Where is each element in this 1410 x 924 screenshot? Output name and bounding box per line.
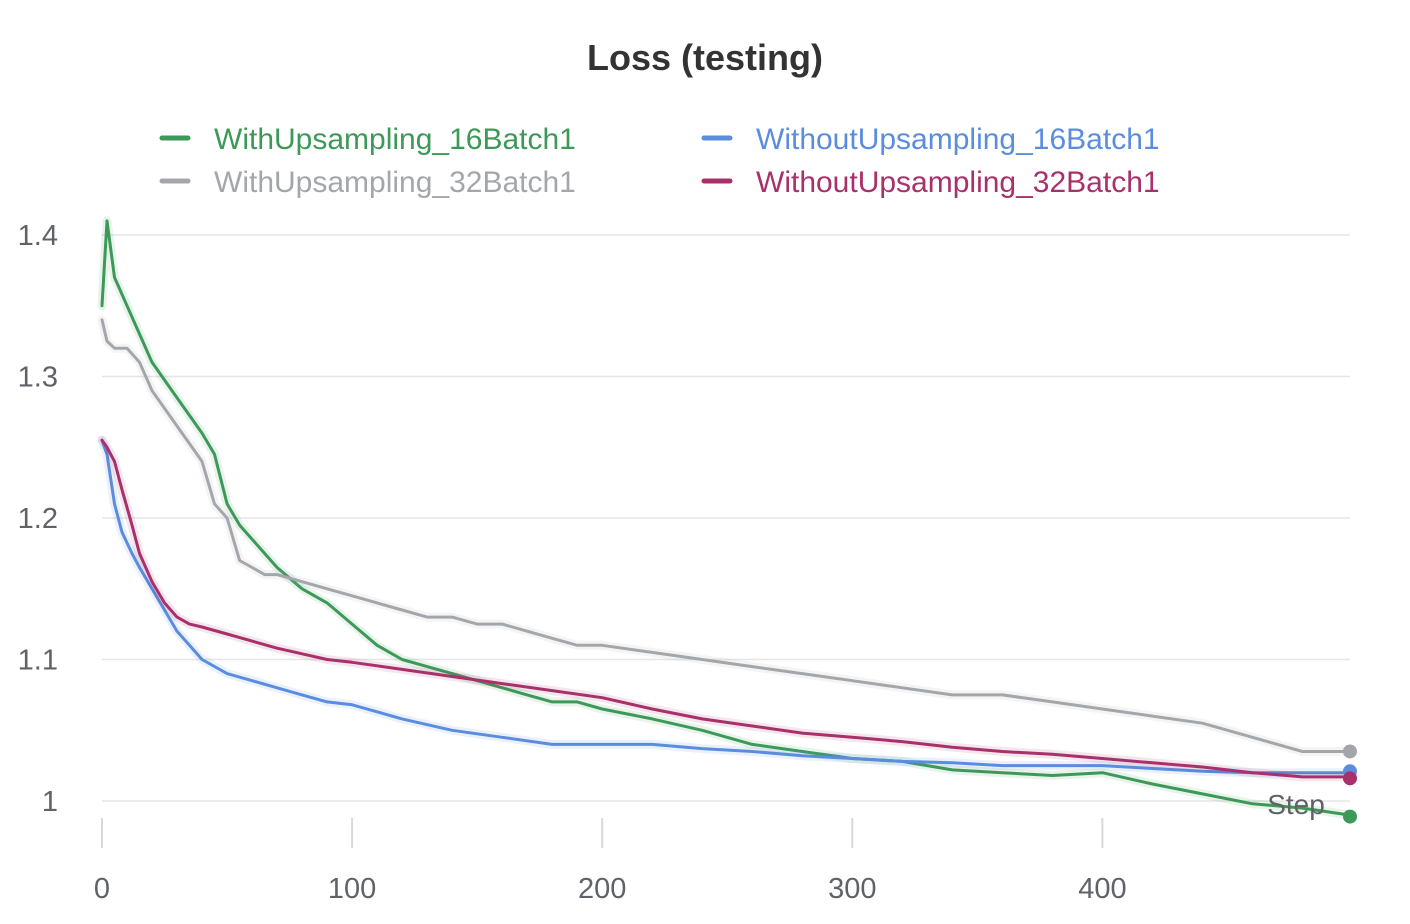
end-markers <box>1343 744 1357 824</box>
series-line-withupsampling-32batch1[interactable] <box>100 318 1352 753</box>
legend-item-withupsampling-16batch1[interactable]: WithUpsampling_16Batch1 <box>159 123 576 156</box>
y-tick-label: 1.3 <box>18 362 58 394</box>
gridlines <box>102 234 1350 802</box>
y-tick-label: 1.1 <box>18 645 58 677</box>
legend-label-withoutupsampling-32batch1: WithoutUpsampling_32Batch1 <box>756 166 1160 199</box>
legend-label-withupsampling-32batch1: WithUpsampling_32Batch1 <box>214 166 576 199</box>
x-tick-label: 300 <box>828 873 876 905</box>
legend: WithUpsampling_16Batch1 WithUpsampling_3… <box>159 123 1160 199</box>
legend-label-withupsampling-16batch1: WithUpsampling_16Batch1 <box>214 123 576 156</box>
series-halo-withoutupsampling-32batch1 <box>97 435 1355 782</box>
series-line-withoutupsampling-32batch1[interactable] <box>100 438 1352 779</box>
y-tick-label: 1 <box>42 786 58 818</box>
y-axis-ticks: 1 1.1 1.2 1.3 1.4 <box>18 220 58 818</box>
end-marker-withupsampling-32batch1[interactable] <box>1343 744 1357 759</box>
end-marker-withupsampling-16batch1[interactable] <box>1343 809 1357 824</box>
chart-title: Loss (testing) <box>587 37 823 78</box>
x-tick-label: 100 <box>328 873 376 905</box>
y-tick-label: 1.4 <box>18 220 58 252</box>
series-line-withoutupsampling-16batch1[interactable] <box>100 438 1352 775</box>
legend-label-withoutupsampling-16batch1: WithoutUpsampling_16Batch1 <box>756 123 1160 156</box>
x-axis-ticks: 0 100 200 300 400 <box>94 818 1127 905</box>
legend-item-withoutupsampling-32batch1[interactable]: WithoutUpsampling_32Batch1 <box>701 166 1160 199</box>
x-tick-label: 400 <box>1078 873 1126 905</box>
series-lines <box>97 216 1355 820</box>
legend-item-withoutupsampling-16batch1[interactable]: WithoutUpsampling_16Batch1 <box>701 123 1160 156</box>
x-tick-label: 0 <box>94 873 110 905</box>
end-marker-withoutupsampling-32batch1[interactable] <box>1343 771 1357 786</box>
legend-item-withupsampling-32batch1[interactable]: WithUpsampling_32Batch1 <box>159 166 576 199</box>
x-axis-label: Step <box>1267 789 1325 820</box>
x-tick-label: 200 <box>578 873 626 905</box>
y-tick-label: 1.2 <box>18 503 58 535</box>
